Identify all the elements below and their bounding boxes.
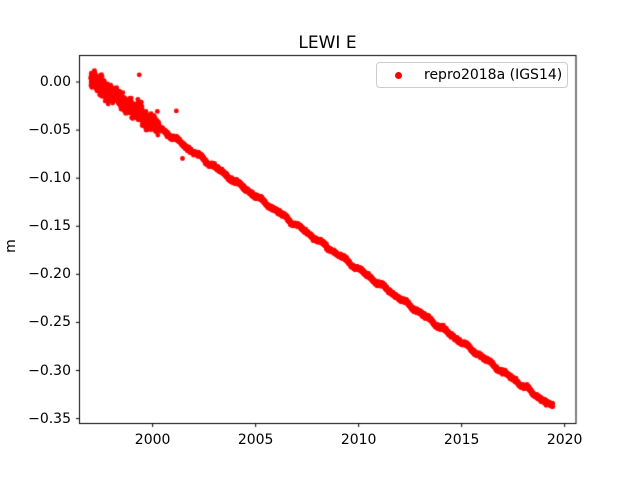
y-tick-label: −0.05 — [28, 122, 71, 139]
x-tick-label: 2020 — [546, 432, 583, 448]
y-tick-label: −0.10 — [28, 170, 71, 187]
y-tick-label: −0.20 — [28, 266, 71, 283]
x-tick-label: 2005 — [237, 432, 274, 448]
y-tick-label: −0.35 — [28, 410, 71, 427]
chart-title: LEWI E — [298, 33, 357, 53]
legend-label: repro2018a (IGS14) — [424, 67, 563, 83]
y-tick-label: −0.15 — [28, 218, 71, 235]
legend: repro2018a (IGS14) — [376, 62, 568, 88]
y-tick-label: 0.00 — [39, 74, 71, 91]
x-tick-label: 2010 — [340, 432, 377, 448]
x-tick-label: 2000 — [134, 432, 171, 448]
x-tick-label: 2015 — [443, 432, 480, 448]
legend-marker-dot — [395, 71, 402, 79]
y-tick-label: −0.25 — [28, 314, 71, 331]
y-tick-label: −0.30 — [28, 362, 71, 379]
